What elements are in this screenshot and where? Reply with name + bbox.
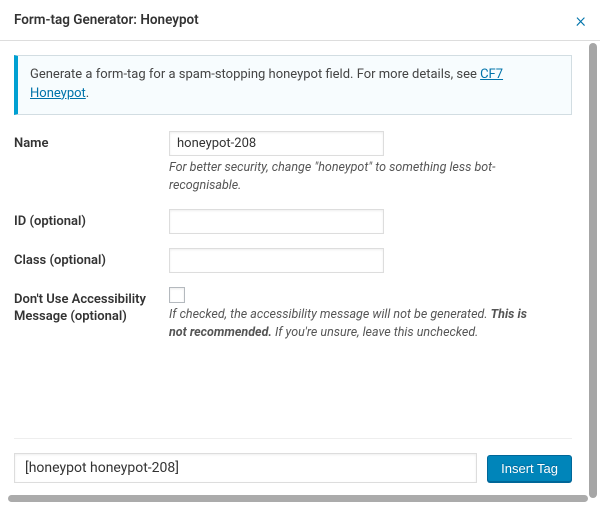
vertical-scrollbar-track[interactable] [586,41,600,503]
row-id: ID (optional) [14,209,572,234]
field-no-a11y-col: If checked, the accessibility message wi… [169,287,572,342]
modal-body-wrap: Generate a form-tag for a spam-stopping … [0,41,600,503]
label-class: Class (optional) [14,248,169,270]
name-hint: For better security, change "honeypot" t… [169,159,539,195]
tag-output[interactable] [14,453,477,483]
label-name: Name [14,131,169,153]
label-id: ID (optional) [14,209,169,231]
vertical-scrollbar-thumb[interactable] [589,43,597,498]
row-class: Class (optional) [14,248,572,273]
no-a11y-hint-pre: If checked, the accessibility message wi… [169,307,491,322]
name-input[interactable] [169,131,384,156]
id-input[interactable] [169,209,384,234]
horizontal-scrollbar-thumb[interactable] [8,495,588,502]
no-a11y-hint: If checked, the accessibility message wi… [169,306,539,342]
notice-text-post: . [86,86,89,101]
insert-tag-button[interactable]: Insert Tag [487,455,572,482]
modal-footer: Insert Tag [14,438,572,483]
modal-title: Form-tag Generator: Honeypot [14,12,199,28]
no-a11y-checkbox[interactable] [169,287,185,303]
close-icon[interactable]: × [576,10,586,30]
modal-header: Form-tag Generator: Honeypot × [0,0,600,41]
notice-text-pre: Generate a form-tag for a spam-stopping … [30,67,480,82]
field-name-col: For better security, change "honeypot" t… [169,131,572,195]
modal-body: Generate a form-tag for a spam-stopping … [0,41,586,503]
field-id-col [169,209,572,234]
info-notice: Generate a form-tag for a spam-stopping … [14,55,572,115]
form-tag-generator-modal: Form-tag Generator: Honeypot × Generate … [0,0,600,503]
field-class-col [169,248,572,273]
row-no-a11y: Don't Use Accessibility Message (optiona… [14,287,572,342]
no-a11y-hint-post: If you're unsure, leave this unchecked. [272,325,478,340]
label-no-a11y: Don't Use Accessibility Message (optiona… [14,287,169,326]
class-input[interactable] [169,248,384,273]
row-name: Name For better security, change "honeyp… [14,131,572,195]
